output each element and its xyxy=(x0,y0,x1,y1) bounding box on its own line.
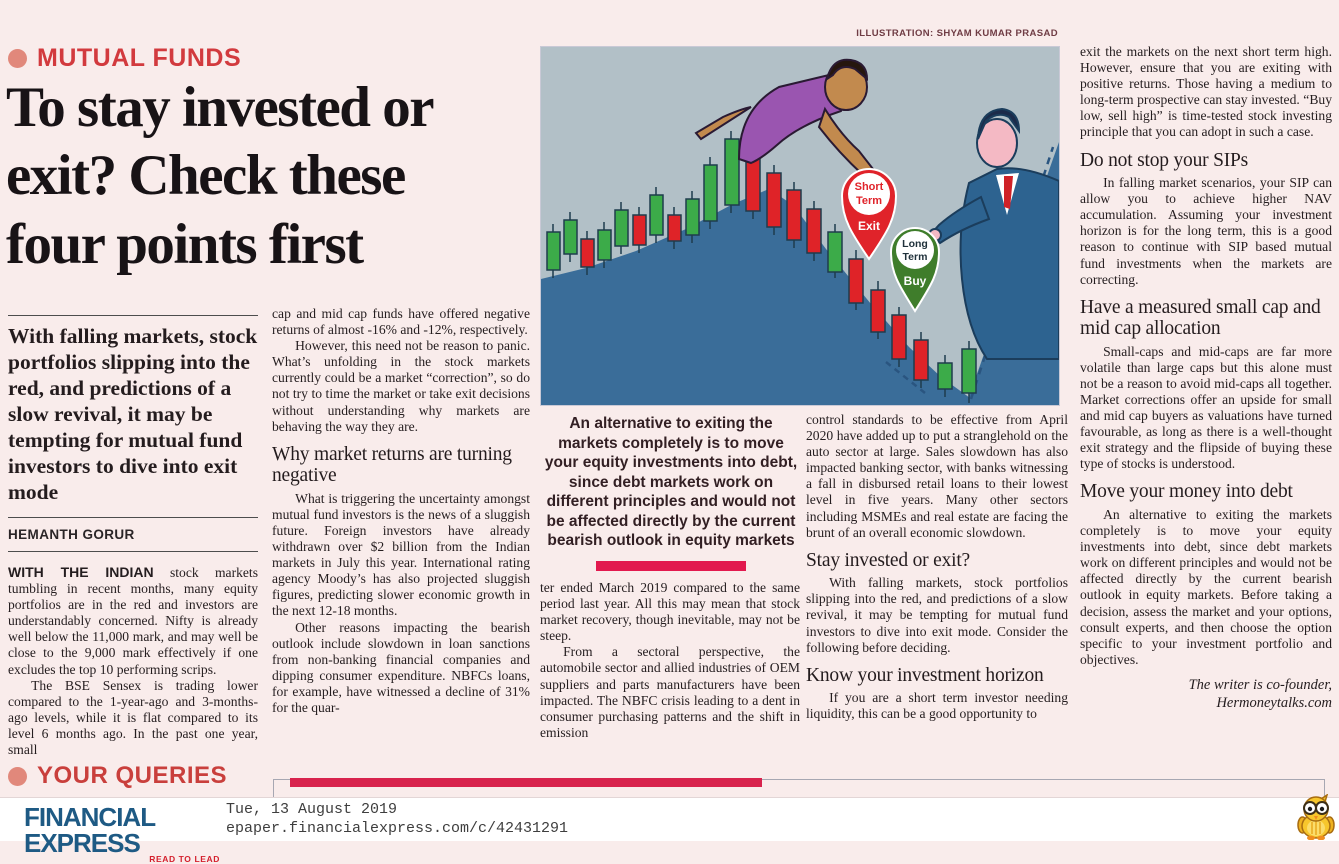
subhead: Why market returns are turning negative xyxy=(272,443,512,487)
divider xyxy=(8,315,258,316)
standfirst: With falling markets, stock portfolios s… xyxy=(8,324,258,504)
subhead: Move your money into debt xyxy=(1080,481,1293,503)
queries-label: YOUR QUERIES xyxy=(37,762,228,789)
investor-figure-left xyxy=(694,58,875,177)
divider xyxy=(8,517,258,518)
body-text: WITH THE INDIAN stock markets tumbling i… xyxy=(8,564,258,782)
column-5: exit the markets on the next short term … xyxy=(1080,44,1332,760)
svg-text:Buy: Buy xyxy=(904,274,927,288)
paragraph: Small-caps and mid-caps are far more vol… xyxy=(1080,343,1332,472)
short-term-exit-pin: Short Term Exit xyxy=(840,168,898,261)
queries-section-header: YOUR QUERIES xyxy=(8,762,227,790)
subhead: Stay invested or exit? xyxy=(806,549,971,571)
paragraph: In falling market scenarios, your SIP ca… xyxy=(1080,175,1332,287)
logo-text: FINANCIAL EXPRESS xyxy=(24,802,156,858)
paragraph: stock markets tumbling in recent months,… xyxy=(8,565,258,677)
newspaper-page: { "kicker": { "label": "MUTUAL FUNDS" },… xyxy=(0,28,1339,864)
queries-accent-bar xyxy=(290,778,762,787)
edition-date: Tue, 13 August 2019 xyxy=(226,801,398,818)
column-3: ter ended March 2019 compared to the sam… xyxy=(540,580,800,764)
candlestick-chart xyxy=(546,127,977,403)
pull-quote: An alternative to exiting the markets co… xyxy=(544,414,798,571)
svg-text:Term: Term xyxy=(856,195,882,207)
paragraph: From a sectoral perspective, the automob… xyxy=(540,644,800,740)
section-label: MUTUAL FUNDS xyxy=(37,44,242,72)
mountain-left xyxy=(541,189,979,405)
owl-mascot-icon xyxy=(1297,794,1335,840)
byline: HEMANTH GORUR xyxy=(8,527,135,542)
bullet-dot-icon xyxy=(8,766,27,786)
svg-text:Term: Term xyxy=(903,251,928,263)
writer-credit: The writer is co-founder, Hermoneytalks.… xyxy=(1188,676,1332,711)
market-illustration: Short Term Exit Long Term Buy xyxy=(540,46,1060,406)
paragraph: control standards to be effective from A… xyxy=(806,412,1068,540)
column-2: cap and mid cap funds have offered negat… xyxy=(272,306,530,762)
subhead: Know your investment horizon xyxy=(806,664,1044,686)
paragraph: ter ended March 2019 compared to the sam… xyxy=(540,580,800,644)
paragraph: An alternative to exiting the markets co… xyxy=(1080,506,1332,667)
bullet-dot-icon xyxy=(8,49,27,68)
paragraph: Other reasons impacting the bearish outl… xyxy=(272,619,530,715)
divider xyxy=(8,551,258,552)
caption-underline-bar xyxy=(596,560,746,571)
lead-in: WITH THE INDIAN xyxy=(8,564,154,580)
paragraph: The BSE Sensex is trading lower compared… xyxy=(8,677,258,758)
epaper-url[interactable]: epaper.financialexpress.com/c/42431291 xyxy=(226,820,569,837)
headline: To stay invested or exit? Check these fo… xyxy=(6,76,435,276)
subhead: Have a measured small cap and mid cap al… xyxy=(1080,296,1321,340)
svg-text:Short: Short xyxy=(855,181,884,193)
column-1: With falling markets, stock portfolios s… xyxy=(8,315,258,782)
section-kicker: MUTUAL FUNDS xyxy=(8,44,241,73)
illustration-canvas: Short Term Exit Long Term Buy xyxy=(541,47,1060,405)
paragraph: If you are a short term investor needing… xyxy=(806,690,1068,722)
paragraph: exit the markets on the next short term … xyxy=(1080,44,1332,140)
pull-quote-text: An alternative to exiting the markets co… xyxy=(544,415,798,549)
paragraph: However, this need not be reason to pani… xyxy=(272,338,530,434)
paragraph: What is triggering the uncertainty among… xyxy=(272,490,530,619)
illustration-credit: ILLUSTRATION: SHYAM KUMAR PRASAD xyxy=(856,28,1058,39)
investor-figure-right xyxy=(928,107,1060,360)
svg-text:Long: Long xyxy=(902,238,928,250)
paragraph: With falling markets, stock portfolios s… xyxy=(806,575,1068,655)
epaper-footer: FINANCIAL EXPRESS READ TO LEAD Tue, 13 A… xyxy=(0,794,1339,864)
financial-express-logo: FINANCIAL EXPRESS READ TO LEAD xyxy=(24,804,220,864)
column-4: control standards to be effective from A… xyxy=(806,412,1068,764)
svg-text:Exit: Exit xyxy=(858,219,880,233)
long-term-buy-pin: Long Term Buy xyxy=(889,227,941,313)
subhead: Do not stop your SIPs xyxy=(1080,149,1249,171)
paragraph: cap and mid cap funds have offered negat… xyxy=(272,306,530,338)
